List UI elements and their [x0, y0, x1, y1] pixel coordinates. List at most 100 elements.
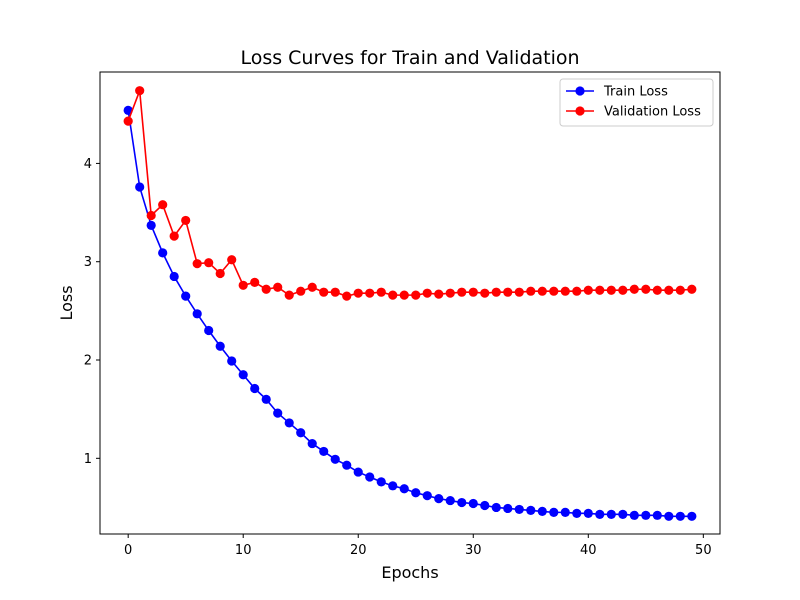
data-point: [388, 290, 398, 300]
data-point: [204, 258, 214, 268]
x-axis: 0 10 20 30 40 50: [124, 534, 712, 558]
data-point: [629, 284, 639, 294]
legend-marker: [575, 86, 585, 96]
data-point: [342, 291, 352, 301]
data-point: [606, 285, 616, 295]
data-point: [583, 508, 593, 518]
data-point: [284, 418, 294, 428]
x-tick-label: 0: [124, 543, 132, 558]
data-point: [480, 288, 490, 298]
data-point: [675, 511, 685, 521]
data-point: [675, 285, 685, 295]
data-point: [135, 182, 145, 192]
data-point: [215, 341, 225, 351]
data-point: [158, 200, 168, 210]
data-point: [537, 286, 547, 296]
data-point: [146, 210, 156, 221]
data-point: [434, 289, 444, 299]
data-point: [514, 504, 524, 515]
chart-title: Loss Curves for Train and Validation: [240, 47, 579, 69]
data-point: [376, 287, 386, 297]
plot-area: [99, 71, 721, 535]
x-tick-label: 40: [580, 543, 597, 558]
data-point: [135, 86, 145, 96]
y-axis-label: Loss: [57, 285, 76, 320]
legend-marker: [575, 106, 585, 116]
legend-item: Train Loss: [566, 85, 668, 100]
data-point: [595, 509, 605, 519]
data-point: [181, 215, 191, 226]
data-point: [261, 394, 271, 404]
data-point: [411, 488, 421, 498]
legend-label: Validation Loss: [604, 105, 701, 120]
data-point: [687, 284, 697, 294]
data-point: [123, 105, 133, 115]
data-point: [664, 285, 674, 295]
data-point: [365, 472, 375, 482]
data-point: [411, 290, 421, 300]
data-point: [652, 510, 662, 520]
data-point: [526, 505, 536, 516]
data-point: [491, 287, 501, 297]
legend-label: Train Loss: [603, 85, 668, 100]
data-point: [319, 287, 329, 297]
data-point: [514, 287, 524, 297]
y-axis: 1 2 3 4: [84, 157, 100, 467]
x-tick-label: 50: [695, 543, 712, 558]
data-point: [491, 502, 501, 513]
data-point: [572, 286, 582, 296]
data-point: [284, 290, 294, 300]
data-point: [618, 509, 628, 519]
data-point: [146, 220, 156, 230]
data-point: [192, 309, 202, 319]
data-point: [457, 497, 467, 508]
legend-box: [559, 78, 714, 127]
data-point: [215, 268, 225, 279]
data-point: [353, 467, 363, 477]
data-point: [629, 510, 639, 520]
data-point: [537, 506, 547, 516]
data-point: [468, 498, 478, 509]
data-point: [296, 428, 306, 438]
data-point: [399, 484, 409, 494]
data-point: [238, 280, 248, 290]
data-point: [307, 282, 317, 292]
data-point: [250, 277, 260, 287]
data-point: [549, 507, 559, 517]
data-point: [606, 509, 616, 519]
data-point: [227, 255, 237, 265]
data-point: [169, 231, 179, 241]
data-point: [330, 287, 340, 297]
series-line: [127, 110, 692, 518]
data-point: [353, 288, 363, 298]
data-point: [158, 248, 168, 258]
data-point: [445, 288, 455, 298]
data-point: [181, 291, 191, 301]
data-point: [526, 286, 536, 296]
data-point: [123, 116, 133, 126]
data-point: [595, 285, 605, 295]
data-point: [399, 290, 409, 300]
y-tick-label: 2: [84, 354, 92, 369]
data-point: [307, 438, 317, 449]
data-point: [434, 494, 444, 504]
data-point: [583, 285, 593, 295]
data-point: [652, 285, 662, 295]
data-point: [192, 259, 202, 269]
data-point: [503, 287, 513, 297]
x-tick-label: 20: [350, 543, 367, 558]
data-point: [330, 454, 340, 464]
y-tick-label: 4: [84, 157, 92, 172]
data-point: [572, 508, 582, 518]
y-tick-label: 1: [84, 452, 92, 467]
data-point: [342, 460, 352, 470]
data-point: [296, 286, 306, 296]
data-point: [549, 286, 559, 296]
data-point: [238, 370, 248, 380]
data-point: [560, 507, 570, 517]
data-point: [641, 510, 651, 520]
series-layer: [123, 86, 697, 521]
data-point: [388, 481, 398, 491]
data-point: [376, 477, 386, 487]
